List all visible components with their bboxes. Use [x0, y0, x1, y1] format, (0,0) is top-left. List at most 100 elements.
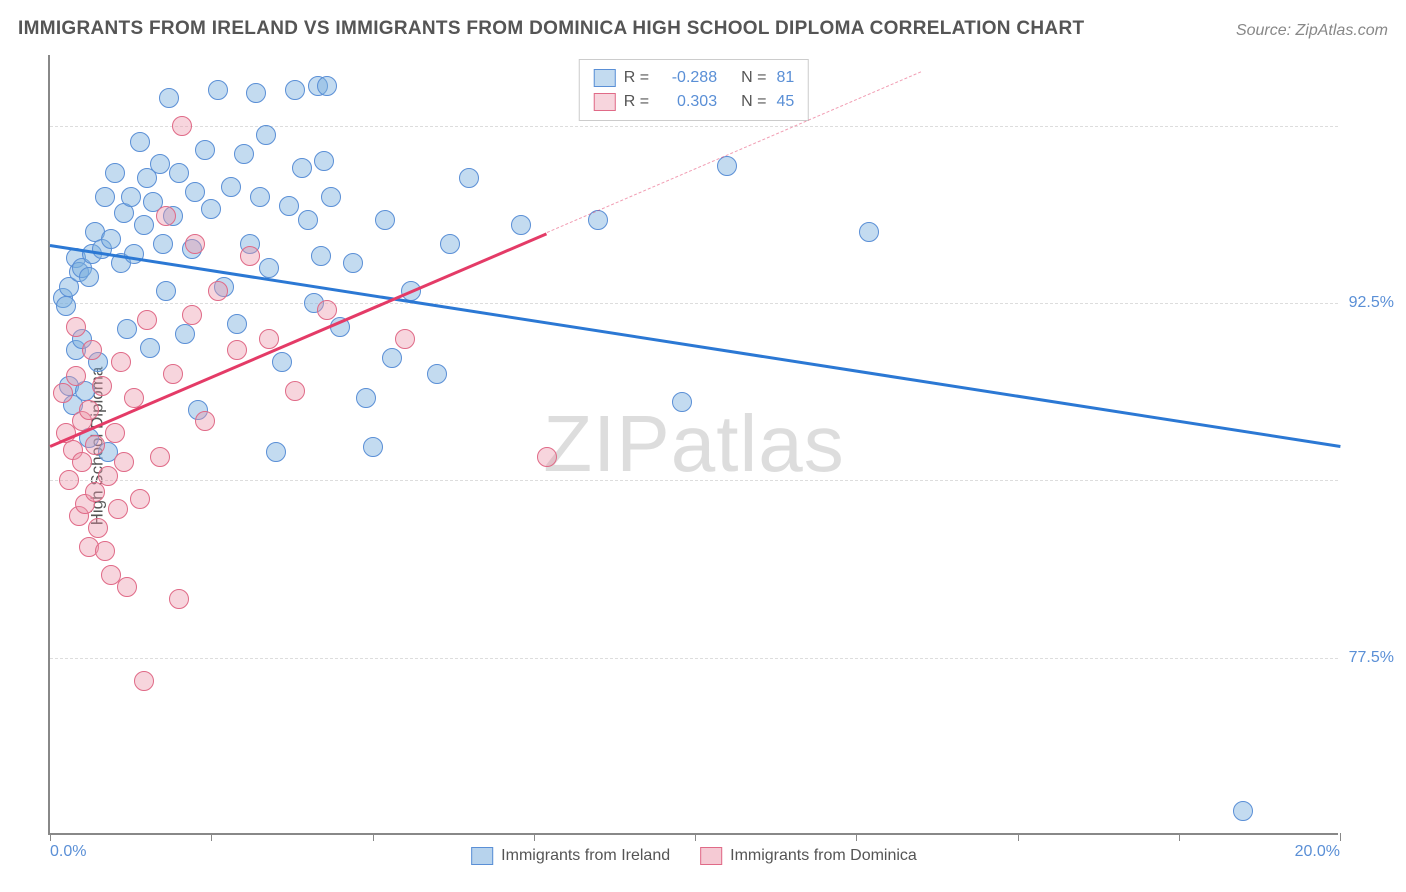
scatter-point	[53, 383, 73, 403]
legend-r-label: R =	[624, 90, 649, 114]
scatter-point	[511, 215, 531, 235]
scatter-point	[130, 489, 150, 509]
scatter-point	[321, 187, 341, 207]
x-tick-label: 20.0%	[1295, 843, 1340, 861]
scatter-point	[375, 210, 395, 230]
scatter-point	[246, 83, 266, 103]
scatter-point	[140, 338, 160, 358]
scatter-point	[234, 144, 254, 164]
x-tick	[1018, 833, 1019, 841]
scatter-point	[59, 470, 79, 490]
scatter-point	[185, 234, 205, 254]
bottom-legend-item: Immigrants from Ireland	[471, 847, 670, 865]
scatter-point	[201, 199, 221, 219]
legend-stats-row: R = -0.288N = 81	[594, 66, 794, 90]
y-tick-label: 92.5%	[1349, 294, 1394, 312]
scatter-point	[259, 258, 279, 278]
scatter-point	[672, 392, 692, 412]
scatter-point	[240, 246, 260, 266]
scatter-point	[111, 352, 131, 372]
scatter-point	[150, 154, 170, 174]
x-tick	[1179, 833, 1180, 841]
scatter-point	[169, 589, 189, 609]
scatter-point	[317, 76, 337, 96]
scatter-point	[159, 88, 179, 108]
scatter-point	[153, 234, 173, 254]
chart-title: IMMIGRANTS FROM IRELAND VS IMMIGRANTS FR…	[18, 18, 1084, 40]
scatter-point	[182, 305, 202, 325]
x-tick	[856, 833, 857, 841]
scatter-point	[121, 187, 141, 207]
scatter-point	[101, 229, 121, 249]
legend-swatch	[594, 69, 616, 87]
scatter-point	[114, 452, 134, 472]
bottom-legend-label: Immigrants from Ireland	[501, 847, 670, 865]
scatter-point	[108, 499, 128, 519]
bottom-legend: Immigrants from Ireland Immigrants from D…	[471, 847, 917, 865]
gridline-h	[50, 303, 1338, 304]
scatter-point	[272, 352, 292, 372]
scatter-point	[163, 364, 183, 384]
scatter-point	[185, 182, 205, 202]
scatter-point	[56, 296, 76, 316]
scatter-point	[195, 140, 215, 160]
x-tick-label: 0.0%	[50, 843, 86, 861]
x-tick	[50, 833, 51, 841]
y-tick-label: 77.5%	[1349, 649, 1394, 667]
scatter-point	[208, 80, 228, 100]
scatter-point	[311, 246, 331, 266]
scatter-point	[85, 435, 105, 455]
scatter-point	[221, 177, 241, 197]
legend-r-label: R =	[624, 66, 649, 90]
scatter-point	[356, 388, 376, 408]
scatter-point	[66, 366, 86, 386]
scatter-point	[459, 168, 479, 188]
scatter-point	[859, 222, 879, 242]
scatter-point	[105, 423, 125, 443]
scatter-point	[227, 314, 247, 334]
scatter-point	[298, 210, 318, 230]
scatter-point	[130, 132, 150, 152]
bottom-legend-item: Immigrants from Dominica	[700, 847, 917, 865]
legend-swatch	[700, 847, 722, 865]
scatter-point	[717, 156, 737, 176]
x-tick	[1340, 833, 1341, 841]
scatter-point	[227, 340, 247, 360]
scatter-point	[79, 267, 99, 287]
legend-swatch	[471, 847, 493, 865]
watermark-thin: atlas	[671, 399, 845, 488]
scatter-point	[317, 300, 337, 320]
scatter-point	[266, 442, 286, 462]
scatter-point	[285, 381, 305, 401]
legend-swatch	[594, 93, 616, 111]
legend-n-label: N =	[741, 90, 766, 114]
scatter-point	[382, 348, 402, 368]
scatter-point	[1233, 801, 1253, 821]
scatter-point	[72, 452, 92, 472]
x-tick	[373, 833, 374, 841]
x-tick	[211, 833, 212, 841]
scatter-point	[66, 317, 86, 337]
scatter-point	[363, 437, 383, 457]
legend-n-value: 81	[776, 66, 794, 90]
scatter-point	[259, 329, 279, 349]
chart-container: IMMIGRANTS FROM IRELAND VS IMMIGRANTS FR…	[0, 0, 1406, 892]
scatter-point	[79, 400, 99, 420]
scatter-point	[150, 447, 170, 467]
plot-area: ZIPatlas R = -0.288N = 81R = 0.303N = 45…	[48, 55, 1338, 835]
scatter-point	[134, 671, 154, 691]
scatter-point	[88, 518, 108, 538]
scatter-point	[117, 319, 137, 339]
scatter-point	[250, 187, 270, 207]
scatter-point	[95, 541, 115, 561]
scatter-point	[427, 364, 447, 384]
scatter-point	[134, 215, 154, 235]
legend-r-value: -0.288	[659, 66, 717, 90]
legend-n-value: 45	[776, 90, 794, 114]
scatter-point	[208, 281, 228, 301]
scatter-point	[156, 281, 176, 301]
scatter-point	[156, 206, 176, 226]
scatter-point	[175, 324, 195, 344]
scatter-point	[172, 116, 192, 136]
scatter-point	[343, 253, 363, 273]
